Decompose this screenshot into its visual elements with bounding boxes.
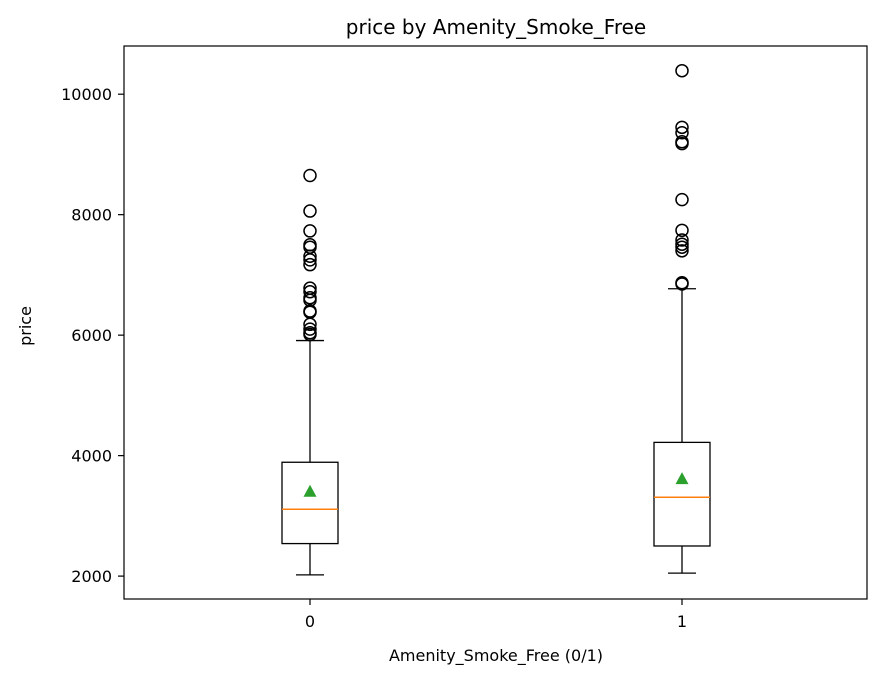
outlier-point xyxy=(303,168,317,183)
y-tick-label: 2000 xyxy=(71,567,112,586)
outlier-point xyxy=(675,135,689,149)
iqr-box xyxy=(653,441,711,547)
outlier-point xyxy=(675,237,689,251)
y-tick-label: 6000 xyxy=(71,326,112,345)
axes-frame xyxy=(123,45,868,600)
outlier-point xyxy=(303,238,317,252)
y-tick-label: 4000 xyxy=(71,447,112,466)
chart-title: price by Amenity_Smoke_Free xyxy=(346,15,646,39)
outlier-point xyxy=(675,125,689,140)
y-tick-label: 10000 xyxy=(61,85,112,104)
outlier-point xyxy=(675,244,689,258)
outlier-point xyxy=(303,322,317,336)
y-axis-label: price xyxy=(16,306,35,346)
outlier-point xyxy=(303,281,317,295)
outlier-point xyxy=(303,285,317,299)
outlier-point xyxy=(675,223,689,238)
outlier-point xyxy=(303,224,317,238)
outlier-point xyxy=(303,291,317,305)
outlier-point xyxy=(675,63,689,78)
x-tick-label: 1 xyxy=(677,612,687,631)
outlier-point xyxy=(675,275,689,290)
y-tick-label: 8000 xyxy=(71,206,112,225)
outlier-point xyxy=(303,325,317,340)
mean-marker xyxy=(303,484,317,497)
outlier-point xyxy=(675,233,689,247)
iqr-box xyxy=(281,461,339,545)
outlier-point xyxy=(303,204,317,218)
outlier-point xyxy=(303,304,317,318)
x-tick-label: 0 xyxy=(305,612,315,631)
x-axis-label: Amenity_Smoke_Free (0/1) xyxy=(389,646,603,666)
y-axis: 2000 4000 6000 8000 10000 xyxy=(61,85,124,586)
outlier-point xyxy=(675,192,689,207)
box-group-0 xyxy=(281,168,339,576)
outlier-point xyxy=(303,257,317,272)
box-group-1 xyxy=(653,63,711,574)
plot-area xyxy=(281,63,711,576)
mean-marker xyxy=(675,472,689,485)
outlier-point xyxy=(675,120,689,135)
